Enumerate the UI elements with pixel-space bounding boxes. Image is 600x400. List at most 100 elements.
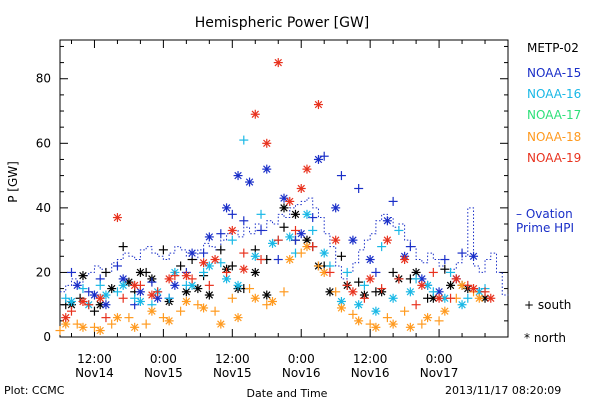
point-noaa-19-north-d2 (113, 213, 122, 222)
point-noaa-19-south (377, 284, 387, 294)
point-noaa-18-south (382, 313, 392, 323)
point-noaa-18-north-d2 (130, 323, 139, 332)
point-noaa-18-north (423, 313, 433, 323)
point-noaa-19-north-d2 (228, 226, 237, 235)
point-noaa-16-north-d2 (320, 249, 328, 257)
x-tick-label-time: 0:00 (288, 352, 315, 366)
point-noaa-18-north (130, 322, 140, 332)
point-noaa-16-north-d2 (337, 297, 346, 306)
point-noaa-18-north-d2 (268, 297, 277, 306)
point-noaa-18-north (354, 316, 364, 326)
y-tick-label: 20 (36, 265, 51, 279)
plot-credit: Plot: CCMC (4, 384, 65, 397)
point-noaa-19-north-d2 (331, 236, 340, 244)
point-noaa-19-north (331, 235, 341, 245)
point-noaa-18-north-d2 (354, 317, 363, 325)
point-noaa-15-north (348, 235, 358, 245)
point-noaa-16-south (342, 267, 352, 277)
point-noaa-18-south (400, 306, 410, 316)
x-tick-label-time: 0:00 (150, 352, 177, 366)
point-noaa-15-north (245, 177, 255, 187)
point-noaa-19-north (296, 184, 306, 193)
point-noaa-19-south (342, 280, 352, 290)
y-tick-label: 40 (36, 201, 51, 215)
point-noaa-15-south (336, 171, 346, 181)
point-noaa-15-south (440, 255, 450, 265)
y-tick-label: 80 (36, 72, 51, 86)
point-noaa-16-north (233, 280, 243, 290)
point-noaa-19-north (250, 109, 260, 119)
point-noaa-15-north (469, 251, 479, 261)
y-tick-label: 60 (36, 136, 51, 150)
point-metp-02-north-d2 (263, 291, 271, 299)
point-noaa-16-north (336, 296, 346, 306)
point-noaa-19-north-d2 (199, 259, 208, 267)
point-noaa-15-south (216, 229, 226, 239)
point-noaa-18-south (124, 313, 134, 323)
point-noaa-19-north (199, 258, 209, 268)
point-noaa-15-north-d2 (349, 236, 357, 244)
point-noaa-15-north (331, 203, 341, 213)
point-noaa-16-south (239, 135, 249, 145)
point-metp-02-north (107, 284, 117, 294)
point-noaa-19-north (302, 164, 312, 174)
point-noaa-19-north-d2 (130, 281, 139, 290)
point-noaa-18-south (279, 287, 289, 297)
point-noaa-19-north-d2 (400, 255, 409, 264)
point-metp-02-north (279, 203, 289, 213)
point-noaa-19-north (262, 138, 272, 148)
point-noaa-16-north (66, 296, 76, 306)
point-noaa-15-south (227, 209, 237, 219)
point-metp-02-north (262, 290, 272, 300)
point-noaa-19-south (325, 267, 335, 277)
legend-item-noaa-16: NOAA-16 (527, 87, 582, 101)
point-noaa-18-north-d2 (286, 255, 294, 264)
point-noaa-16-north-d2 (251, 252, 260, 261)
point-metp-02-north-d2 (125, 278, 133, 286)
point-noaa-18-south (296, 248, 306, 258)
point-noaa-15-north (365, 255, 375, 265)
x-tick-label-date: Nov17 (420, 366, 459, 380)
point-noaa-18-south (313, 261, 323, 271)
plot-timestamp: 2013/11/17 08:20:09 (445, 384, 562, 397)
point-noaa-19-south (256, 255, 266, 265)
point-noaa-19-north (210, 255, 220, 265)
point-metp-02-north (78, 271, 88, 281)
point-noaa-18-north-d2 (458, 281, 466, 290)
point-noaa-19-north-d2 (182, 271, 191, 280)
point-noaa-15-north-d2 (171, 281, 179, 290)
point-noaa-16-north (319, 248, 329, 258)
x-tick-label-time: 12:00 (215, 352, 250, 366)
point-noaa-18-north-d2 (234, 313, 242, 322)
point-noaa-19-south (101, 313, 111, 323)
point-noaa-18-north (95, 326, 105, 336)
point-noaa-15-north (170, 280, 180, 290)
point-noaa-15-north-d2 (73, 281, 81, 290)
point-noaa-19-north (273, 58, 283, 68)
point-metp-02-north-d2 (280, 204, 288, 212)
point-noaa-18-south (55, 326, 65, 336)
point-noaa-19-south (394, 274, 404, 284)
point-noaa-19-south (446, 293, 456, 303)
point-noaa-19-north (181, 271, 191, 281)
x-axis-label: Date and Time (247, 387, 328, 400)
point-noaa-18-north (181, 296, 191, 306)
point-noaa-18-south (176, 306, 186, 316)
point-metp-02-south (354, 277, 364, 287)
point-noaa-15-north-d2 (234, 171, 242, 180)
ovation-hpi-path (60, 197, 509, 296)
point-noaa-19-north (400, 255, 410, 265)
point-noaa-18-north (336, 303, 346, 313)
point-noaa-19-north-d2 (366, 275, 374, 283)
point-noaa-18-north-d2 (441, 307, 449, 315)
point-metp-02-north-d2 (79, 271, 87, 280)
point-noaa-18-south (210, 306, 220, 316)
point-noaa-16-north-d2 (354, 300, 363, 309)
point-noaa-18-south (227, 293, 237, 303)
point-noaa-19-north-d2 (263, 139, 271, 148)
point-noaa-19-south (273, 235, 283, 245)
point-noaa-16-south (112, 287, 122, 297)
point-noaa-18-north-d2 (148, 307, 156, 315)
point-noaa-19-north (469, 284, 479, 294)
point-noaa-18-north (440, 306, 450, 316)
